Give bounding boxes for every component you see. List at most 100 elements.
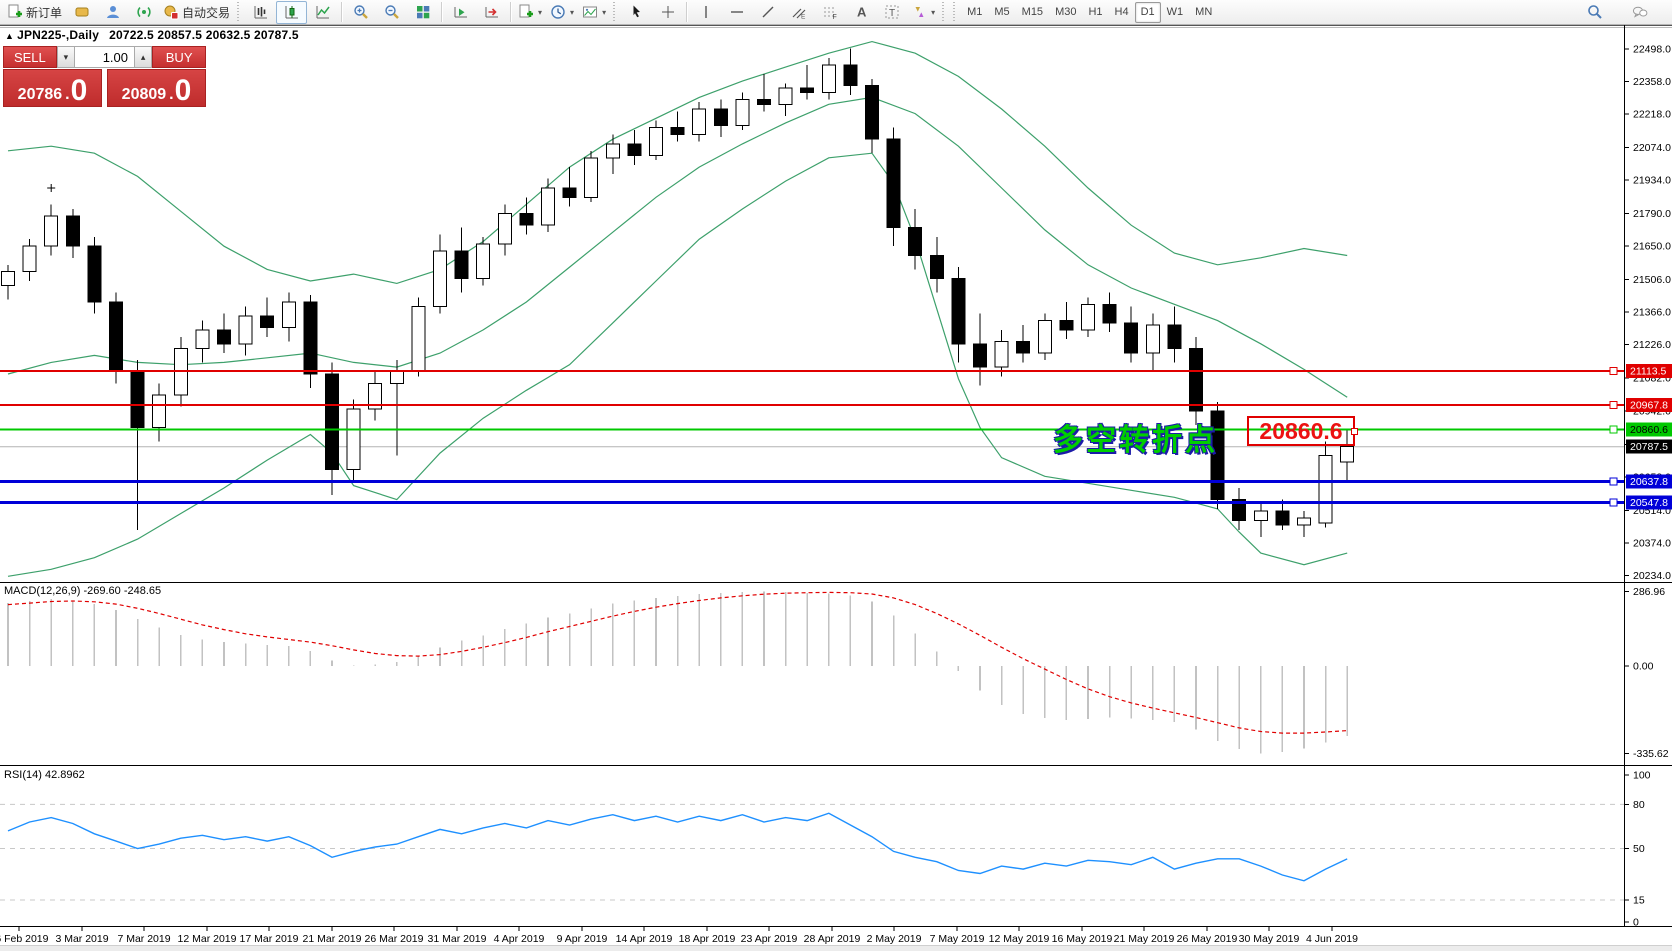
svg-text:22074.0: 22074.0 <box>1633 142 1671 154</box>
zoom-out-button[interactable] <box>376 1 407 24</box>
svg-text:80: 80 <box>1633 799 1645 811</box>
text-label-button[interactable]: T <box>876 1 907 24</box>
candle <box>1275 510 1290 526</box>
text-button[interactable]: A <box>845 1 876 24</box>
macd-signal-line <box>7 591 1348 734</box>
svg-text:15: 15 <box>1633 894 1645 906</box>
svg-text:4 Jun 2019: 4 Jun 2019 <box>1306 933 1358 945</box>
crosshair-button[interactable] <box>652 1 683 24</box>
toolbar-separator <box>341 2 343 22</box>
zoom-in-button[interactable] <box>345 1 376 24</box>
toolbar-drag-handle[interactable] <box>237 2 243 22</box>
new-order-button[interactable]: 新订单 <box>3 1 66 24</box>
candle <box>1340 446 1355 463</box>
candle <box>562 187 577 198</box>
svg-text:18 Apr 2019: 18 Apr 2019 <box>679 933 736 945</box>
candle <box>865 85 879 140</box>
candle <box>389 371 404 384</box>
sell-button[interactable]: SELL <box>3 46 57 68</box>
candle <box>951 278 966 345</box>
buy-price-button[interactable]: 20809 . 0 <box>107 69 206 107</box>
chevron-down-icon[interactable]: ▾ <box>570 7 575 17</box>
timeframe-m15-button[interactable]: M15 <box>1021 6 1044 18</box>
price-axis: 22498.0 22358.0 22218.0 22074.0 21934.0 21790… <box>1624 44 1672 582</box>
volume-input[interactable] <box>75 46 134 68</box>
candle <box>670 127 685 136</box>
sell-price-button[interactable]: 20786 . 0 <box>3 69 102 107</box>
cursor-button[interactable] <box>621 1 652 24</box>
text-label-icon: T <box>884 4 900 20</box>
candle <box>929 254 944 280</box>
svg-text:T: T <box>889 8 895 19</box>
fibonacci-button[interactable]: F <box>814 1 845 24</box>
chevron-down-icon[interactable]: ▾ <box>931 7 936 17</box>
tile-windows-button[interactable] <box>407 1 438 24</box>
trendline-button[interactable] <box>752 1 783 24</box>
arrows-icon <box>911 4 927 20</box>
chat-button[interactable] <box>1624 1 1655 24</box>
tile-windows-icon <box>415 4 431 20</box>
candle <box>260 315 275 329</box>
candle <box>325 373 339 470</box>
timeframe-m1-button[interactable]: M1 <box>967 6 983 18</box>
cursor-icon <box>629 4 645 20</box>
candle <box>1189 347 1203 412</box>
macd-panel: 286.96 0.00 -335.62 <box>0 582 1672 760</box>
candlestick-button[interactable] <box>276 0 308 24</box>
svg-text:7 May 2019: 7 May 2019 <box>930 933 985 945</box>
chart-shift-button[interactable] <box>476 1 507 24</box>
candle <box>519 213 534 226</box>
svg-text:26 May 2019: 26 May 2019 <box>1177 933 1238 945</box>
auto-scroll-button[interactable] <box>445 1 476 24</box>
toolbar-drag-handle[interactable] <box>613 2 619 22</box>
templates-button[interactable]: ▾ <box>578 1 610 24</box>
chart-canvas[interactable]: 22498.0 22358.0 22218.0 22074.0 21934.0 21790… <box>0 25 1672 951</box>
svg-text:21934.0: 21934.0 <box>1633 175 1671 187</box>
svg-text:7 Mar 2019: 7 Mar 2019 <box>117 933 170 945</box>
annotation-price-box[interactable]: 20860.6 <box>1247 416 1358 446</box>
svg-text:16 May 2019: 16 May 2019 <box>1052 933 1113 945</box>
autotrading-button[interactable]: 自动交易 <box>159 1 234 24</box>
toolbar-drag-handle[interactable] <box>942 2 948 22</box>
profile-button[interactable] <box>97 1 128 24</box>
candlestick-icon <box>284 4 300 20</box>
chevron-down-icon[interactable]: ▾ <box>602 7 607 17</box>
bollinger-lower-band <box>7 152 1348 577</box>
line-chart-button[interactable] <box>307 1 338 24</box>
bar-chart-button[interactable] <box>245 1 276 24</box>
text-icon: A <box>853 4 869 20</box>
arrows-button[interactable]: ▾ <box>907 1 939 24</box>
volume-increase-button[interactable]: ▴ <box>134 46 153 68</box>
candle <box>238 315 253 345</box>
signals-button[interactable] <box>128 1 159 24</box>
chevron-down-icon[interactable]: ▾ <box>538 7 543 17</box>
timeframe-m30-button[interactable]: M30 <box>1055 6 1077 18</box>
svg-text:E: E <box>801 14 806 21</box>
candle <box>44 215 59 247</box>
equidistant-channel-button[interactable]: E <box>783 1 814 24</box>
timeframe-h1-button[interactable]: H1 <box>1088 6 1103 18</box>
plus-marker <box>47 184 56 193</box>
timeframe-d1-button[interactable]: D1 <box>1134 1 1161 23</box>
volume-decrease-button[interactable]: ▾ <box>56 46 75 68</box>
timeframe-mn-button[interactable]: MN <box>1195 6 1213 18</box>
annotation-text[interactable]: 多空转折点 <box>1053 424 1218 457</box>
chart-window[interactable]: 22498.0 22358.0 22218.0 22074.0 21934.0 21790… <box>0 25 1672 951</box>
svg-text:20637.8: 20637.8 <box>1630 476 1668 488</box>
toolbar-drag-handle[interactable] <box>953 2 959 22</box>
collapse-arrow-icon[interactable]: ▲ <box>5 31 15 41</box>
vertical-line-button[interactable] <box>690 1 721 24</box>
workspace-button[interactable] <box>66 1 97 24</box>
svg-text:22218.0: 22218.0 <box>1633 109 1671 121</box>
timeframe-w1-button[interactable]: W1 <box>1166 6 1184 18</box>
search-button[interactable] <box>1579 1 1610 24</box>
periods-button[interactable]: ▾ <box>546 1 578 24</box>
horizontal-line-button[interactable] <box>721 1 752 24</box>
svg-text:12 May 2019: 12 May 2019 <box>989 933 1050 945</box>
buy-button[interactable]: BUY <box>152 46 206 68</box>
timeframe-h4-button[interactable]: H4 <box>1114 6 1129 18</box>
indicators-button[interactable]: ▾ <box>514 1 546 24</box>
svg-text:26 Mar 2019: 26 Mar 2019 <box>365 933 424 945</box>
timeframe-m5-button[interactable]: M5 <box>994 6 1010 18</box>
candle <box>1059 320 1074 331</box>
